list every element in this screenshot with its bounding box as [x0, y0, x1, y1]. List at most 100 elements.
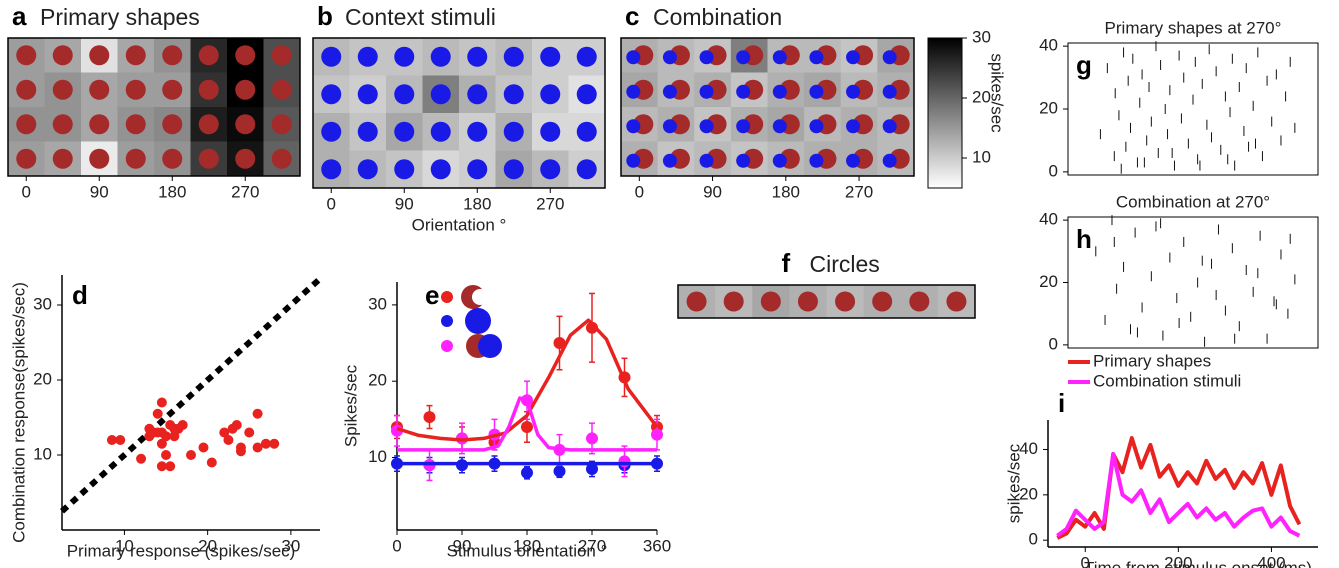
- stimulus-shape: [89, 114, 110, 135]
- colorbar: [927, 37, 963, 189]
- stimulus-shape: [430, 121, 451, 142]
- stimulus-shape: [699, 50, 714, 65]
- y-axis-label: spikes/sec: [1004, 443, 1023, 523]
- x-tick-label: 90: [90, 182, 109, 201]
- stimulus-shape: [357, 46, 378, 67]
- stimulus-shape: [162, 79, 183, 100]
- series-line: [1056, 436, 1302, 540]
- stimulus-shape: [736, 50, 751, 65]
- x-axis-label: Orientation °: [412, 215, 507, 234]
- x-tick-label: 0: [635, 182, 644, 201]
- point: [553, 465, 566, 478]
- x-tick-label: 360: [643, 536, 671, 555]
- x-axis-label: Stimulus orientation °: [447, 541, 608, 560]
- y-tick-label: 20: [1019, 484, 1038, 503]
- y-tick-label: 20: [972, 87, 991, 106]
- panel-letter: e: [425, 280, 439, 310]
- point: [521, 420, 533, 433]
- x-tick-label: 270: [845, 182, 873, 201]
- point: [161, 431, 172, 442]
- point: [651, 428, 663, 441]
- x-axis-label: Primary response (spikes/sec): [67, 541, 296, 560]
- y-tick-label: 0: [1029, 530, 1038, 549]
- stimulus-shape: [662, 153, 677, 168]
- heat-frame: [620, 37, 915, 177]
- y-tick-label: 0: [1049, 161, 1058, 180]
- point: [156, 397, 167, 408]
- point: [177, 420, 188, 430]
- y-tick-label: 20: [368, 371, 387, 390]
- stimulus-shape: [198, 114, 219, 135]
- stimulus-shape: [125, 45, 146, 66]
- stimulus-shape: [626, 84, 641, 99]
- x-tick-label: 0: [1081, 553, 1090, 568]
- stimulus-shape: [576, 159, 597, 180]
- stimulus-shape: [846, 119, 861, 134]
- panel-letter: b: [317, 1, 333, 31]
- stimulus-shape: [946, 291, 967, 312]
- stimulus-shape: [772, 119, 787, 134]
- point: [169, 431, 180, 442]
- stimulus-shape: [909, 291, 930, 312]
- stimulus-shape: [809, 84, 824, 99]
- point: [152, 408, 163, 419]
- stimulus-shape: [52, 148, 73, 169]
- stimulus-shape: [662, 84, 677, 99]
- x-tick-label: 270: [578, 536, 606, 555]
- stimulus-shape: [882, 50, 897, 65]
- stimulus-shape: [271, 114, 292, 135]
- panel-letter: i: [1058, 388, 1065, 418]
- stimulus-shape: [125, 79, 146, 100]
- stimulus-shape: [430, 84, 451, 105]
- panel-title: Circles: [810, 251, 880, 277]
- point: [235, 446, 246, 457]
- stimulus-shape: [846, 153, 861, 168]
- identity-line: [59, 276, 323, 514]
- y-tick-label: 10: [972, 147, 991, 166]
- point: [165, 461, 176, 472]
- stimulus-shape: [736, 119, 751, 134]
- stimulus-shape: [772, 84, 787, 99]
- point: [223, 435, 234, 445]
- stimulus-shape: [835, 291, 856, 312]
- point: [553, 337, 566, 350]
- stimulus-shape: [125, 114, 146, 135]
- y-tick-label: 20: [1039, 272, 1058, 291]
- point: [156, 438, 167, 449]
- fit-curve: [396, 318, 659, 442]
- series-line: [1056, 452, 1301, 538]
- panel-letter: a: [12, 1, 27, 31]
- x-tick-label: 180: [158, 182, 186, 201]
- panel-letter: c: [625, 1, 639, 31]
- point: [161, 450, 172, 460]
- stimulus-shape: [797, 291, 818, 312]
- x-tick-label: 180: [513, 536, 541, 555]
- point: [198, 442, 209, 453]
- stimulus-shape: [576, 84, 597, 105]
- y-tick-label: 0: [1049, 334, 1058, 353]
- stimulus-shape: [809, 119, 824, 134]
- stimulus-shape: [16, 45, 37, 66]
- x-tick-label: 270: [231, 182, 259, 201]
- y-tick-label: 30: [368, 294, 387, 313]
- x-tick-label: 180: [463, 194, 491, 213]
- stimulus-shape: [89, 148, 110, 169]
- point: [260, 438, 271, 449]
- stimulus-shape: [235, 114, 256, 135]
- panel-title: Primary shapes: [40, 4, 200, 30]
- stimulus-shape: [540, 46, 561, 67]
- y-tick-label: 10: [33, 444, 52, 463]
- x-tick-label: 400: [1257, 553, 1285, 568]
- stimulus-shape: [394, 84, 415, 105]
- e-legend-icons: [441, 285, 502, 358]
- y-tick-label: 40: [1039, 210, 1058, 229]
- panel-title: Context stimuli: [345, 4, 496, 30]
- point: [252, 408, 263, 419]
- stimulus-shape: [772, 50, 787, 65]
- stimulus-shape: [394, 159, 415, 180]
- y-axis-label: Combination response(spikes/sec): [9, 282, 28, 543]
- stimulus-shape: [235, 79, 256, 100]
- stimulus-shape: [736, 84, 751, 99]
